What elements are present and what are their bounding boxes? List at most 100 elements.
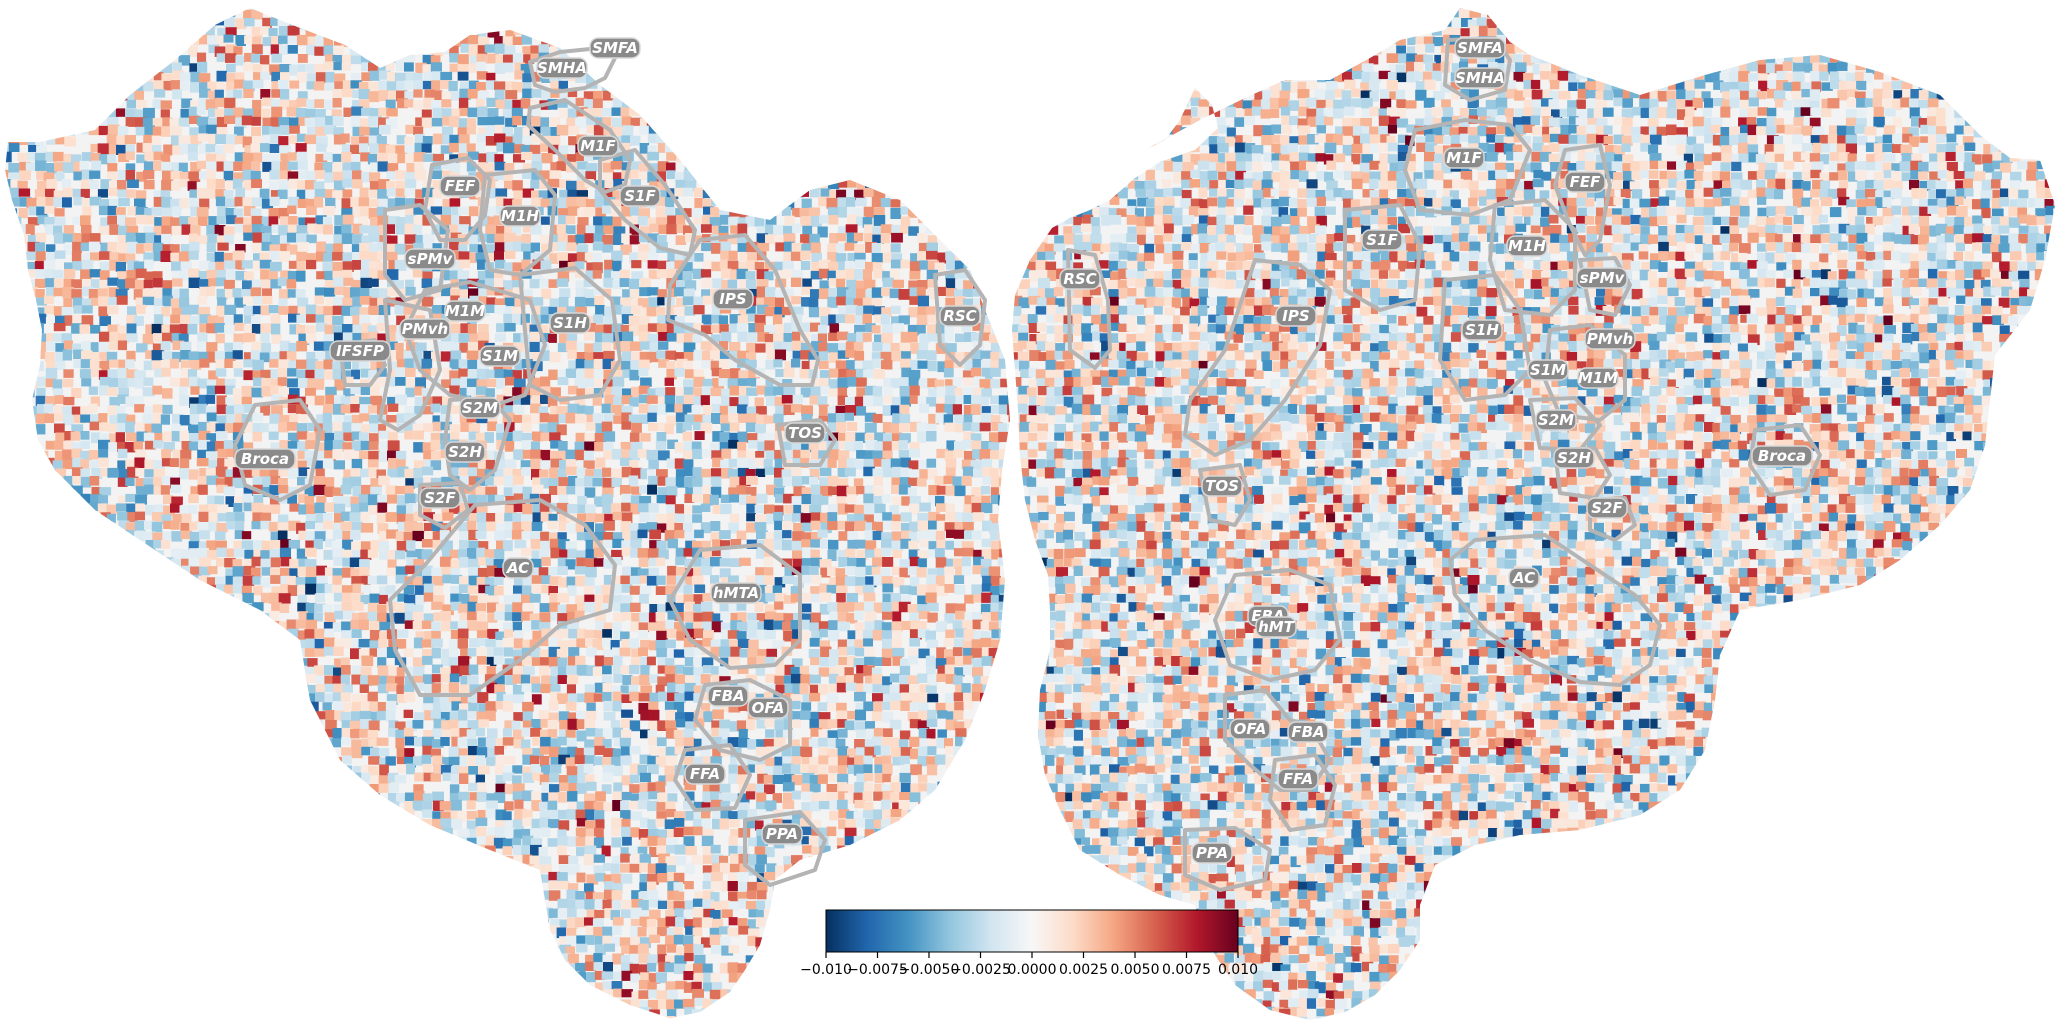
roi-label-ppa: PPA (761, 823, 803, 845)
colorbar-tick-label: 0.0000 (1008, 962, 1057, 978)
roi-label-background (589, 37, 641, 59)
roi-label-background (329, 340, 391, 362)
roi-label-background (761, 823, 803, 845)
roi-label-s2f: S2F (419, 487, 461, 509)
roi-label-text: S2H (1557, 449, 1591, 467)
roi-label-text: PMvh (1587, 330, 1633, 348)
colorbar-tick-label: −0.0025 (950, 962, 1011, 978)
roi-label-background (1287, 721, 1329, 743)
roi-outline-smfa-smha (528, 46, 617, 94)
roi-label-text: Broca (1758, 447, 1806, 465)
roi-outline-ac (388, 498, 617, 697)
roi-label-background (1553, 447, 1595, 469)
roi-outline-ac (1448, 533, 1662, 687)
roi-outline-m1f (1403, 118, 1532, 217)
roi-label-background (536, 57, 588, 79)
roi-label-smha: SMHA (1454, 67, 1506, 89)
roi-label-text: FBA (711, 687, 744, 705)
roi-outline-ffa (673, 743, 752, 812)
roi-label-broca: Broca (1751, 445, 1813, 467)
roi-label-ac: AC (1508, 567, 1540, 589)
roi-label-background (439, 175, 481, 197)
roi-label-background (1508, 567, 1540, 589)
roi-label-text: SMFA (1457, 39, 1503, 57)
roi-outline-s2m (1528, 396, 1602, 452)
roi-label-background (712, 288, 754, 310)
roi-label-pmvh: PMvh (1584, 328, 1636, 350)
roi-label-text: SMFA (592, 39, 638, 57)
roi-label-text: S2M (462, 399, 498, 417)
roi-outline-m1h (478, 168, 557, 277)
colorbar-tick-label: 0.0075 (1162, 962, 1211, 978)
roi-label-background (444, 441, 486, 463)
roi-label-text: IPS (1282, 307, 1309, 325)
roi-label-background (419, 487, 461, 509)
roi-label-s2m: S2M (1535, 409, 1577, 431)
roi-outline-s2f (418, 481, 470, 530)
colorbar-tick-label: −0.0050 (899, 962, 960, 978)
roi-label-m1h: M1H (1506, 235, 1548, 257)
roi-outline-hmta (668, 543, 802, 670)
roi-label-text: S1M (482, 347, 518, 365)
roi-label-text: S2M (1538, 411, 1574, 429)
roi-label-background (710, 582, 762, 604)
roi-label-background (784, 422, 826, 444)
roi-outline-fef (423, 156, 492, 242)
roi-label-ofa: OFA (747, 697, 789, 719)
roi-label-background (619, 185, 661, 207)
roi-outline-ffa (1268, 753, 1337, 832)
roi-label-ffa: FFA (1277, 768, 1319, 790)
roi-label-text: S1F (624, 187, 656, 205)
roi-label-background (1201, 475, 1243, 497)
roi-outline-ppa (743, 810, 827, 887)
roi-label-broca: Broca (234, 448, 296, 470)
right-hemisphere-flatmap: SMFA SMHA M1F FEF S1F M1H RSC sPMv IPS S1H PMvh S1M… (1012, 8, 2055, 1020)
roi-label-s1m: S1M (1527, 359, 1569, 381)
roi-label-text: hMT (1258, 618, 1296, 636)
roi-label-s1h: S1H (1461, 319, 1503, 341)
roi-label-smha: SMHA (536, 57, 588, 79)
roi-label-text: IFSFP (336, 342, 384, 360)
roi-label-m1h: M1H (499, 205, 541, 227)
roi-outline-s1h (518, 266, 622, 402)
roi-outline-rsc (933, 268, 987, 367)
roi-label-background (1454, 37, 1506, 59)
roi-label-text: FEF (1570, 173, 1601, 191)
roi-outline-fba-ofa (693, 678, 792, 762)
roi-label-spmv: sPMv (1576, 267, 1628, 289)
roi-label-text: IPS (719, 290, 746, 308)
roi-label-background (577, 135, 619, 157)
roi-label-background (1277, 768, 1319, 790)
roi-label-m1m: M1M (444, 300, 486, 322)
roi-label-s2m: S2M (459, 397, 501, 419)
roi-label-text: AC (1512, 569, 1535, 587)
roi-outline-eba-hmt (1213, 568, 1342, 682)
roi-label-text: S1F (1366, 231, 1398, 249)
roi-label-ifsfp: IFSFP (329, 340, 391, 362)
roi-label-background (707, 685, 749, 707)
roi-label-text: S2F (1591, 499, 1623, 517)
roi-label-tos: TOS (784, 422, 826, 444)
roi-label-s2f: S2F (1586, 497, 1628, 519)
roi-label-background (1577, 367, 1619, 389)
roi-label-ofa: OFA (1229, 718, 1271, 740)
colorbar-tick-label: 0.0050 (1111, 962, 1160, 978)
roi-label-background (1564, 171, 1606, 193)
right-hemisphere-vertex-map (1012, 8, 2055, 1020)
roi-label-s1f: S1F (1361, 229, 1403, 251)
roi-outline-fef (1553, 143, 1612, 257)
left-hemisphere-vertex-map (5, 8, 1010, 1018)
roi-label-background (684, 763, 726, 785)
roi-label-pmvh: PMvh (399, 318, 451, 340)
roi-outline-broca (1748, 423, 1822, 497)
roi-label-rsc: RSC (939, 305, 981, 327)
roi-outline-m1f (526, 98, 632, 194)
roi-outline-ppa (1183, 826, 1272, 892)
roi-label-background (1255, 616, 1297, 638)
colorbar-tick-label: −0.010 (800, 962, 852, 978)
colorbar-tick-label: 0.0025 (1059, 962, 1108, 978)
roi-label-text: hMTA (713, 584, 759, 602)
